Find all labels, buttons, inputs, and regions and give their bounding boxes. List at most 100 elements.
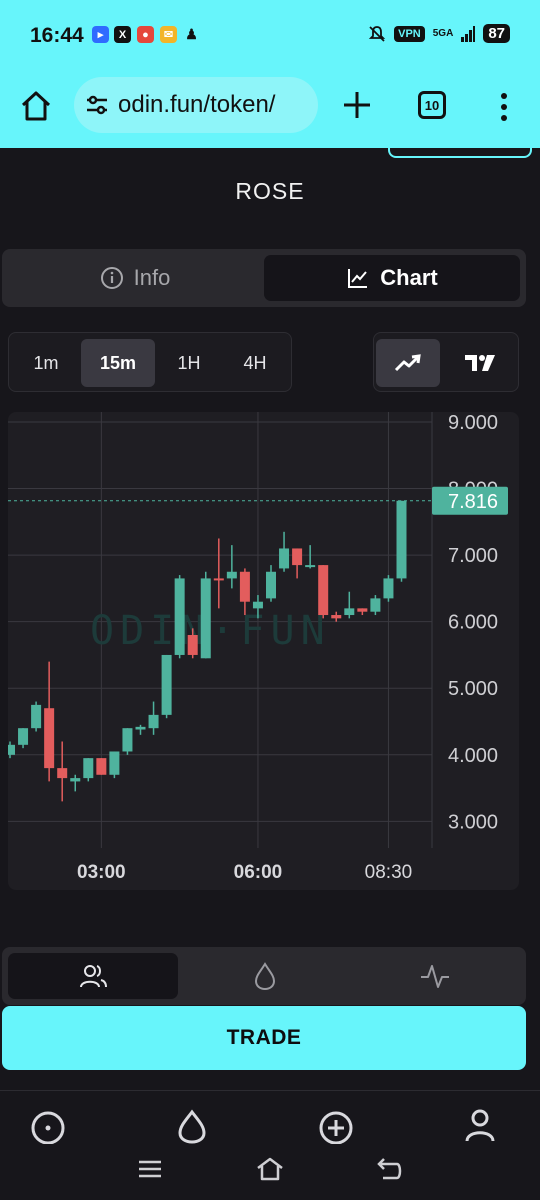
flame-icon[interactable] [172, 1104, 212, 1144]
candle-body [200, 578, 211, 659]
chart-grid [8, 412, 433, 848]
tradingview-button[interactable] [448, 339, 512, 387]
tab-chart-label: Chart [380, 265, 438, 290]
address-bar[interactable] [74, 77, 318, 133]
x-tick-label: 08:30 [365, 862, 413, 883]
line-icon [394, 354, 421, 372]
candle-body [213, 578, 224, 581]
url-input[interactable] [118, 91, 308, 119]
x-axis: 03:00 06:00 08:30 [77, 862, 412, 883]
bluesky-icon: ▸ [92, 26, 109, 43]
candle-body [57, 768, 68, 779]
header-accent [388, 148, 532, 158]
price-chart[interactable]: ODIN·FUN 9.0008.0007.0006.0005.0004.0003… [8, 412, 519, 890]
candle-body [187, 634, 198, 655]
candle-body [226, 571, 237, 579]
activity-icon [421, 965, 449, 988]
interval-1h[interactable]: 1H [177, 352, 201, 373]
candle-body [292, 548, 303, 566]
new-tab-icon[interactable] [340, 88, 374, 122]
system-nav-bar [0, 1150, 540, 1190]
clock: 16:44 [30, 24, 84, 47]
app-nav-bar [0, 1100, 540, 1148]
bottom-tab-bar [2, 947, 526, 1005]
x-tick-label: 03:00 [77, 862, 126, 883]
browser-header: 16:44 ▸ X ● ✉ ♟ VPN 5GA 87 10 [0, 0, 540, 148]
candle-body [148, 714, 159, 729]
candle-body [279, 548, 290, 569]
candles [8, 500, 407, 802]
candle-body [135, 726, 146, 730]
candle-body [331, 615, 342, 619]
battery-level: 87 [483, 24, 510, 43]
qq-icon: ♟ [185, 26, 198, 42]
tab-switcher-button[interactable]: 10 [418, 91, 446, 119]
signal-icon [461, 25, 476, 42]
candle-body [31, 704, 42, 729]
candle-body [370, 598, 381, 612]
candle-body [161, 654, 172, 715]
candle-body [318, 565, 329, 616]
app-icon: ● [137, 26, 154, 43]
candle-body [70, 778, 81, 782]
tab-info[interactable]: Info [10, 255, 260, 301]
interval-1m[interactable]: 1m [33, 352, 59, 373]
tradingview-icon [465, 355, 495, 371]
line-chart-button[interactable] [376, 339, 440, 387]
x-tick-label: 06:00 [234, 862, 283, 883]
candle-body [122, 728, 133, 752]
candle-body [109, 751, 120, 775]
user-icon[interactable] [460, 1104, 500, 1144]
home-icon[interactable] [18, 88, 54, 124]
interval-4h[interactable]: 4H [243, 352, 267, 373]
mute-icon [368, 25, 386, 42]
users-icon [80, 965, 107, 988]
site-settings-icon[interactable] [84, 92, 110, 118]
network-label: 5GA [432, 28, 454, 39]
chart-icon [348, 269, 368, 288]
current-price-badge [432, 486, 508, 515]
candle-body [239, 571, 250, 602]
candle-body [305, 565, 316, 568]
vpn-badge: VPN [394, 25, 425, 42]
tab-chart[interactable]: Chart [264, 255, 520, 301]
info-icon [100, 267, 123, 289]
candle-body [383, 578, 394, 599]
token-title: ROSE [235, 178, 305, 204]
home-icon[interactable] [255, 1154, 285, 1184]
add-circle-icon[interactable] [316, 1104, 356, 1144]
recents-icon[interactable] [135, 1154, 165, 1184]
y-tick-label: 3.000 [448, 811, 498, 833]
y-tick-label: 5.000 [448, 678, 498, 700]
view-switch: Info Chart [2, 249, 526, 307]
tab-liquidity[interactable] [180, 953, 350, 999]
tab-activity[interactable] [350, 953, 520, 999]
candle-body [44, 708, 55, 769]
tab-holders[interactable] [8, 953, 178, 999]
y-tick-label: 4.000 [448, 745, 498, 767]
compass-icon[interactable] [28, 1104, 68, 1144]
candle-body [266, 571, 276, 599]
candle-body [96, 758, 107, 775]
interval-selector: 1m 15m 1H 4H [8, 332, 292, 392]
y-tick-label: 7.000 [448, 545, 498, 567]
candle-body [357, 608, 368, 612]
mail-icon: ✉ [160, 26, 177, 43]
current-price-label: 7.816 [448, 491, 498, 513]
candle-body [8, 744, 15, 755]
current-price-tag: 7.816 [432, 486, 508, 515]
back-icon[interactable] [375, 1154, 405, 1184]
trade-button[interactable]: TRADE [2, 1006, 526, 1070]
candle-body [174, 578, 185, 655]
candlestick-chart: ODIN·FUN 9.0008.0007.0006.0005.0004.0003… [8, 412, 508, 883]
candle-body [252, 601, 263, 609]
tab-info-label: Info [133, 265, 171, 290]
y-tick-label: 9.000 [448, 412, 498, 434]
interval-15m[interactable]: 15m [81, 339, 155, 387]
status-bar: 16:44 ▸ X ● ✉ ♟ VPN 5GA 87 [0, 0, 540, 70]
y-tick-label: 6.000 [448, 612, 498, 634]
candle-body [396, 500, 407, 579]
more-menu-icon[interactable] [492, 90, 516, 124]
candle-body [18, 728, 29, 745]
